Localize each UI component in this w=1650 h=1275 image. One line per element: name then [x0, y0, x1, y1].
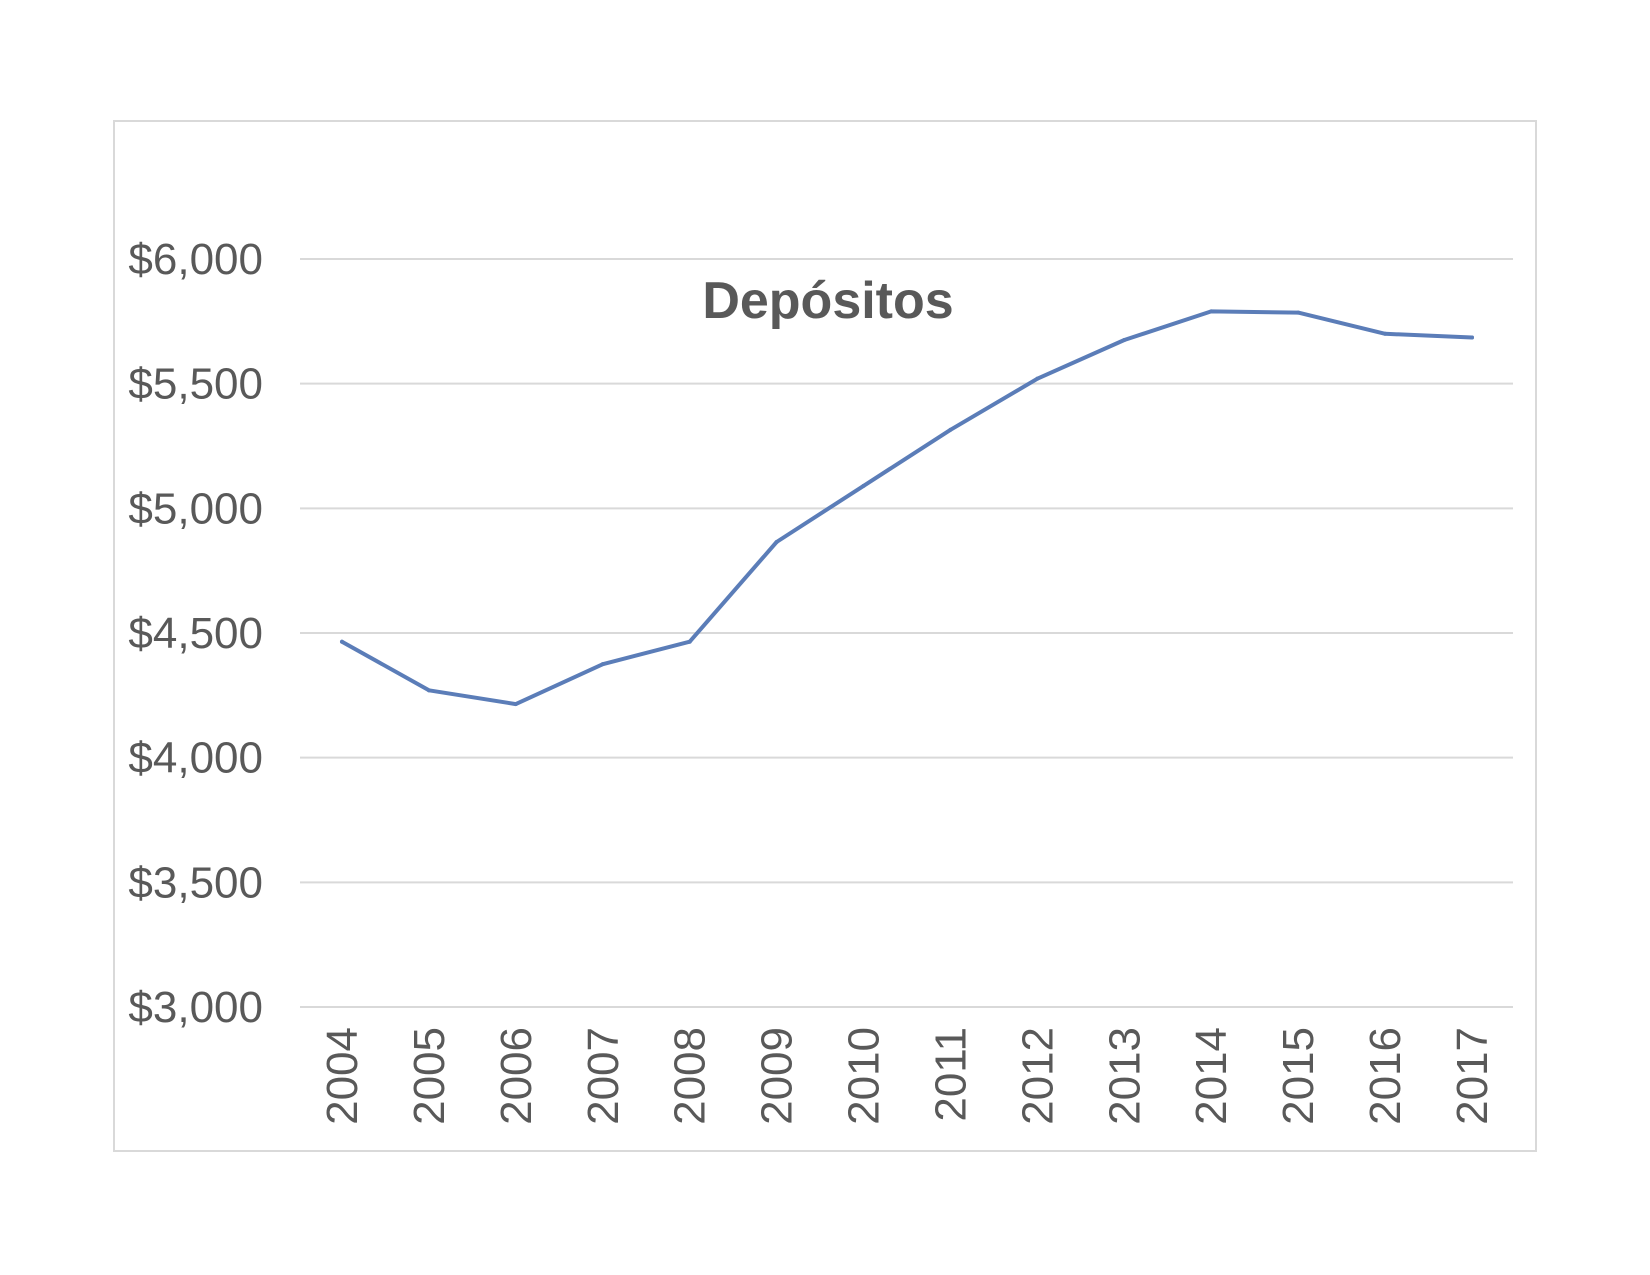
x-tick-label: 2010 [840, 1027, 889, 1125]
data-point [513, 702, 518, 707]
data-point [861, 483, 866, 488]
x-tick-label: 2007 [579, 1027, 628, 1125]
data-point [948, 427, 953, 432]
data-point [1209, 309, 1214, 314]
x-tick-label: 2011 [926, 1027, 975, 1122]
x-axis-tick-labels: 2004 2005 2006 2007 2008 2009 2010 2011 2012 2013… [318, 1027, 1497, 1125]
data-point [426, 688, 431, 693]
chart-title: Depósitos [702, 272, 953, 330]
x-tick-label: 2006 [492, 1027, 541, 1125]
x-tick-label: 2017 [1448, 1027, 1497, 1125]
data-point [1470, 335, 1474, 340]
y-tick-label: $5,500 [128, 360, 263, 409]
data-point [1035, 376, 1040, 381]
x-tick-label: 2013 [1100, 1027, 1149, 1125]
y-tick-label: $5,000 [128, 484, 263, 533]
data-point [600, 662, 605, 667]
gridlines [300, 258, 1513, 1008]
data-point [1122, 338, 1127, 343]
y-axis-tick-labels: $3,000 $3,500 $4,000 $4,500 $5,000 $5,500 $6,0… [128, 235, 263, 1032]
x-tick-label: 2004 [318, 1027, 367, 1125]
x-tick-label: 2016 [1361, 1027, 1410, 1125]
x-tick-label: 2012 [1013, 1027, 1062, 1125]
data-point [1296, 310, 1301, 315]
y-tick-label: $4,500 [128, 609, 263, 658]
data-point [1383, 331, 1388, 336]
data-point [774, 539, 779, 544]
data-point [687, 639, 692, 644]
data-point [340, 639, 344, 644]
x-tick-label: 2008 [666, 1027, 715, 1125]
chart-frame: Depósitos $3,000 $3,500 $4,000 $4,500 $5,000… [113, 120, 1537, 1152]
x-tick-label: 2015 [1274, 1027, 1323, 1125]
line-chart: Depósitos $3,000 $3,500 $4,000 $4,500 $5,000… [128, 235, 1513, 1125]
series-line [340, 309, 1474, 707]
series-layer [340, 309, 1474, 707]
y-tick-label: $3,000 [128, 983, 263, 1032]
x-tick-label: 2014 [1187, 1027, 1236, 1125]
x-tick-label: 2005 [405, 1027, 454, 1125]
x-tick-label: 2009 [753, 1027, 802, 1125]
y-tick-label: $6,000 [128, 235, 263, 284]
y-tick-label: $4,000 [128, 734, 263, 783]
y-tick-label: $3,500 [128, 858, 263, 907]
